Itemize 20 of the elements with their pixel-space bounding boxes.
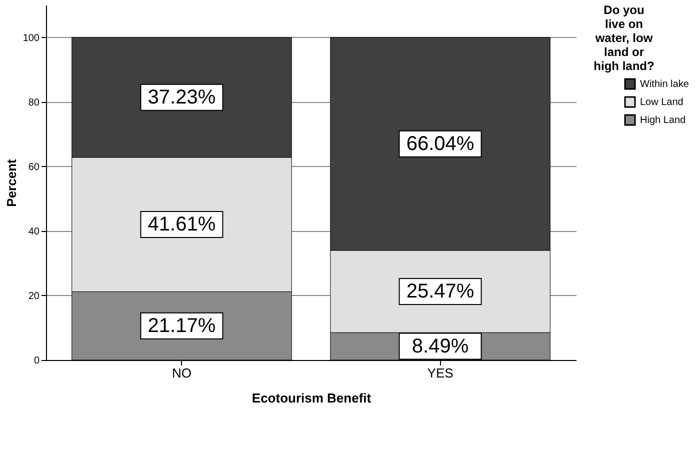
y-tick-label: 0 [34,356,40,366]
y-tick-label: 60 [28,162,40,173]
legend-label: Low Land [640,97,684,108]
x-tick-label: YES [427,366,454,380]
data-label: 8.49% [412,335,469,358]
data-label: 41.61% [148,214,216,236]
legend-title: Do you live on water, low land or high land? [594,3,654,73]
data-label: 25.47% [406,280,474,302]
y-tick-label: 40 [28,226,40,238]
x-axis-title: Ecotourism Benefit [252,390,372,406]
data-label: 37.23% [148,86,216,108]
x-tick-label: NO [172,366,192,380]
y-tick-label: 20 [28,290,40,302]
legend-label: High Land [640,115,686,126]
legend-label: Within lake [640,79,690,90]
y-axis-title: Percent [4,158,19,207]
data-label: 21.17% [148,314,216,337]
y-tick-label: 100 [22,32,40,44]
y-tick-label: 80 [28,97,40,108]
data-label: 66.04% [406,132,474,155]
